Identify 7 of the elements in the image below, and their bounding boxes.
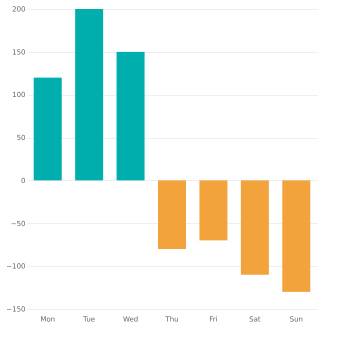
bar — [75, 9, 104, 180]
bar — [116, 52, 145, 180]
bar — [34, 78, 62, 180]
bar — [282, 180, 310, 292]
bar — [199, 180, 228, 240]
bar — [158, 180, 186, 249]
bar — [240, 180, 269, 275]
